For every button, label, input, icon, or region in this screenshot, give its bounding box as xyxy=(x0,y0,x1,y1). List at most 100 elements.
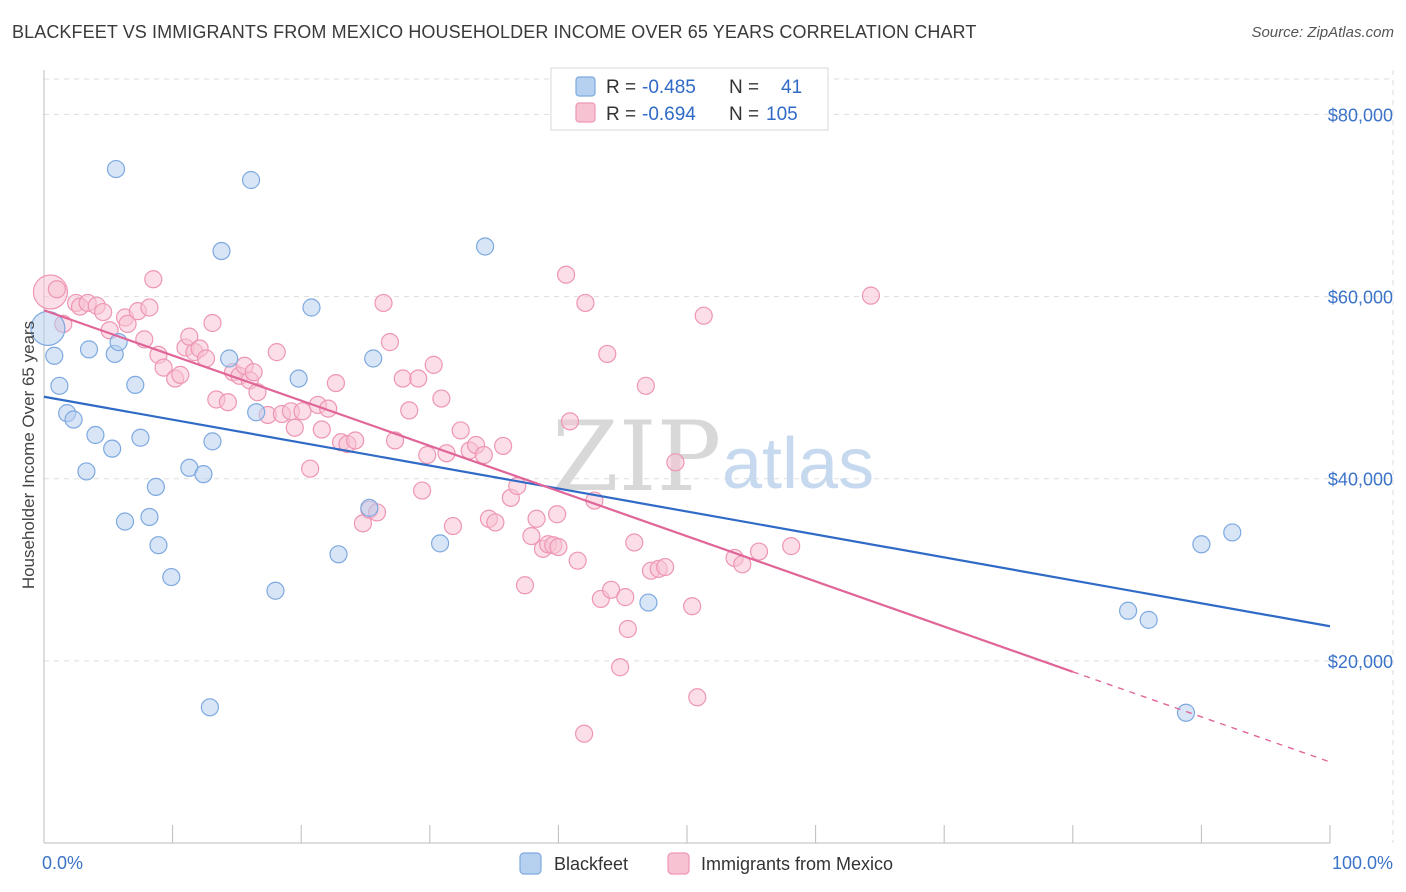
mexico-point xyxy=(527,509,546,528)
watermark-atlas: atlas xyxy=(722,424,874,504)
legend-label-mexico: Immigrants from Mexico xyxy=(701,854,893,874)
mexico-point xyxy=(486,513,505,532)
trend-lines xyxy=(43,309,1331,763)
watermark: ZIP atlas xyxy=(552,401,874,513)
blackfeet-point xyxy=(126,375,145,395)
y-tick-label: $60,000 xyxy=(1328,288,1393,308)
mexico-point xyxy=(443,516,463,536)
blackfeet-point xyxy=(79,340,99,359)
mexico-point xyxy=(374,293,393,313)
blackfeet-point xyxy=(149,536,168,555)
source-label: Source: ZipAtlas.com xyxy=(1251,24,1394,41)
y-tick-label: $40,000 xyxy=(1328,470,1393,490)
mexico-point xyxy=(576,293,595,313)
blackfeet-point xyxy=(203,432,222,451)
blackfeet-point xyxy=(220,349,239,368)
legend-n-value: 41 xyxy=(781,77,802,98)
mexico-point xyxy=(432,389,451,408)
legend-r-label: R = xyxy=(606,104,636,125)
y-axis-label: Householder Income Over 65 years xyxy=(19,321,38,589)
blackfeet-point xyxy=(50,376,69,395)
trend-line-mexico xyxy=(43,309,1074,673)
blackfeet-point xyxy=(194,465,213,484)
blackfeet-point xyxy=(289,369,308,388)
mexico-point xyxy=(560,412,580,431)
legend-n-label: N = xyxy=(729,77,759,98)
mexico-point xyxy=(94,302,113,322)
legend-swatch-blackfeet xyxy=(519,852,542,875)
x-tick-label: 100.0% xyxy=(1332,853,1393,873)
blackfeet-point xyxy=(364,349,383,368)
mexico-point xyxy=(393,369,412,388)
mexico-point xyxy=(568,551,587,570)
mexico-point xyxy=(749,542,769,561)
mexico-point xyxy=(409,369,428,388)
mexico-point xyxy=(549,537,568,557)
mexico-point xyxy=(666,453,685,472)
mexico-point xyxy=(326,373,346,393)
legend-r-value: -0.694 xyxy=(642,104,696,125)
blackfeet-point xyxy=(430,534,450,553)
blackfeet-point xyxy=(106,159,126,179)
mexico-point xyxy=(656,557,675,577)
y-tick-labels: $20,000 $40,000 $60,000 $80,000 xyxy=(1328,105,1393,671)
mexico-point xyxy=(319,399,338,418)
blackfeet-point xyxy=(86,425,105,445)
x-tick-label: 0.0% xyxy=(42,853,83,873)
mexico-point xyxy=(47,280,66,299)
y-tick-label: $80,000 xyxy=(1328,105,1393,125)
mexico-point xyxy=(144,270,163,289)
mexico-point xyxy=(451,421,470,440)
mexico-point xyxy=(418,445,437,465)
mexico-point xyxy=(625,533,644,552)
y-tick-label: $20,000 xyxy=(1328,652,1393,672)
mexico-point xyxy=(557,265,576,284)
blackfeet-point xyxy=(64,410,83,429)
legend-n-label: N = xyxy=(729,104,759,125)
chart-title: BLACKFEET VS IMMIGRANTS FROM MEXICO HOUS… xyxy=(12,22,977,42)
blackfeet-point xyxy=(140,507,159,527)
mexico-point xyxy=(694,306,713,325)
blackfeet-point xyxy=(639,593,658,612)
mexico-point xyxy=(154,358,173,377)
mexico-point xyxy=(683,597,702,616)
blackfeet-point xyxy=(115,512,135,531)
mexico-point xyxy=(412,481,432,500)
mexico-point xyxy=(688,688,707,707)
blackfeet-point xyxy=(45,346,64,365)
mexico-point xyxy=(522,526,541,546)
mexico-point xyxy=(400,401,419,420)
blackfeet-point xyxy=(131,428,150,447)
x-tick-labels: 0.0% 100.0% xyxy=(42,853,1393,873)
mexico-point xyxy=(636,376,655,395)
blackfeet-point xyxy=(360,498,379,517)
mexico-point xyxy=(285,418,304,437)
blackfeet-point xyxy=(247,403,266,422)
mexico-point xyxy=(312,420,331,439)
mexico-point xyxy=(218,393,237,412)
blackfeet-point xyxy=(475,237,495,256)
mexico-point xyxy=(861,286,880,305)
legend-swatch-mexico xyxy=(575,102,596,123)
trend-line-blackfeet xyxy=(43,395,1331,628)
blackfeet-point xyxy=(266,581,285,600)
mexico-point xyxy=(474,445,493,465)
legend-swatch-mexico xyxy=(667,852,690,875)
mexico-point xyxy=(244,363,263,382)
blackfeet-point xyxy=(1118,601,1138,620)
mexico-point xyxy=(203,313,222,333)
legend-series: Blackfeet Immigrants from Mexico xyxy=(519,852,893,875)
mexico-point xyxy=(118,314,137,333)
mexico-point xyxy=(140,298,159,317)
series-immigrants-from-mexico xyxy=(32,265,880,743)
mexico-point xyxy=(616,588,635,607)
blackfeet-point xyxy=(241,170,261,190)
axes xyxy=(43,70,1331,844)
mexico-point xyxy=(548,505,567,524)
mexico-point xyxy=(611,658,630,677)
mexico-point xyxy=(346,431,365,450)
legend-label-blackfeet: Blackfeet xyxy=(554,854,628,874)
legend-swatch-blackfeet xyxy=(575,76,596,97)
legend-r-label: R = xyxy=(606,77,636,98)
